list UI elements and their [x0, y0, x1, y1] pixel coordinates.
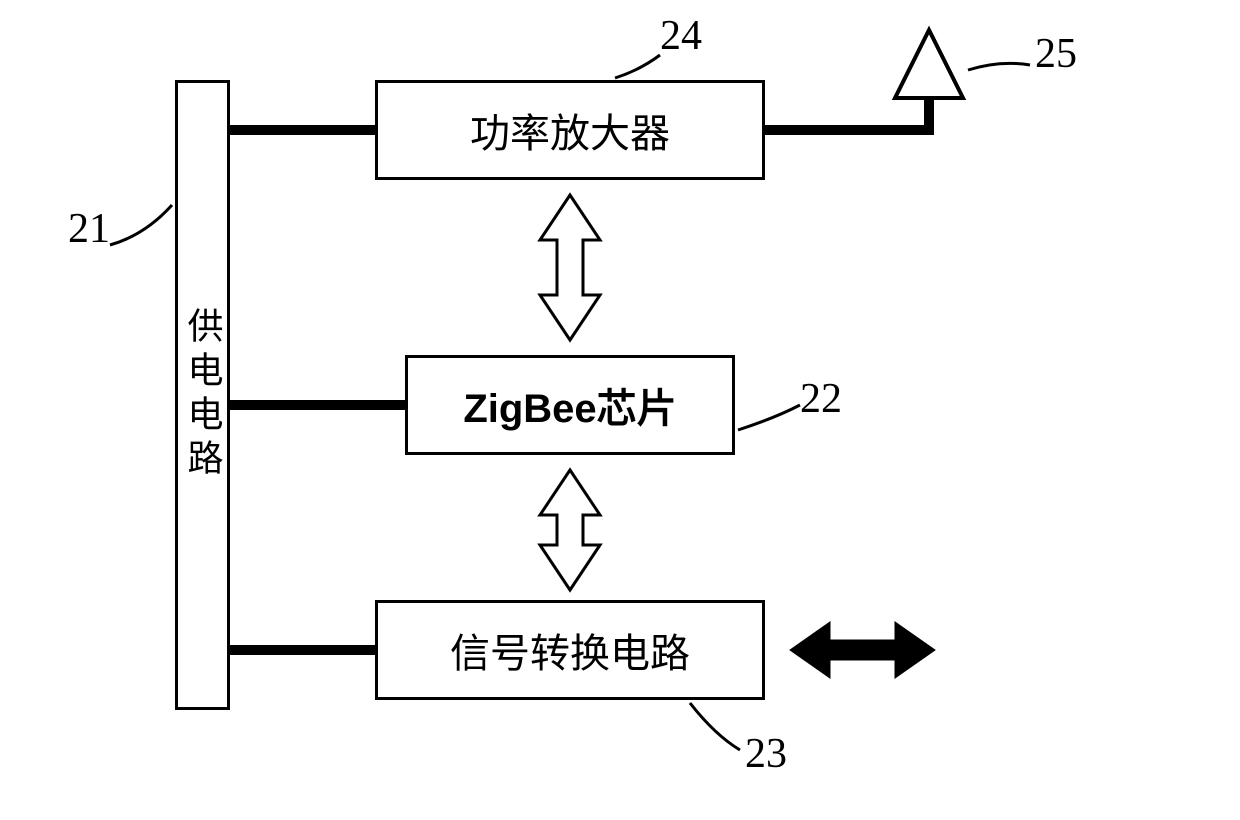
ref-24: 24: [660, 12, 702, 60]
power-amp-label: 功率放大器: [470, 101, 670, 159]
arrow-zigbee-signal: [540, 470, 600, 590]
ref-21: 21: [68, 205, 110, 253]
ref-23: 23: [745, 730, 787, 778]
power-supply-block: 供电电路: [175, 80, 230, 710]
leader-23: [690, 703, 740, 750]
block-diagram: 供电电路 功率放大器 ZigBee芯片 信号转换电路: [0, 0, 1240, 820]
power-amp-block: 功率放大器: [375, 80, 765, 180]
leader-24: [615, 55, 660, 78]
signal-conv-label: 信号转换电路: [450, 621, 690, 679]
antenna-icon: [895, 30, 963, 98]
leader-25: [968, 63, 1030, 70]
leader-22: [738, 405, 800, 430]
ref-25: 25: [1035, 30, 1077, 78]
ref-22: 22: [800, 375, 842, 423]
zigbee-block: ZigBee芯片: [405, 355, 735, 455]
arrow-amp-zigbee: [540, 195, 600, 340]
zigbee-label: ZigBee芯片: [463, 376, 676, 434]
signal-conv-block: 信号转换电路: [375, 600, 765, 700]
arrow-signal-external: [790, 622, 935, 678]
leader-21: [110, 205, 172, 245]
power-supply-label: 供电电路: [177, 307, 229, 483]
